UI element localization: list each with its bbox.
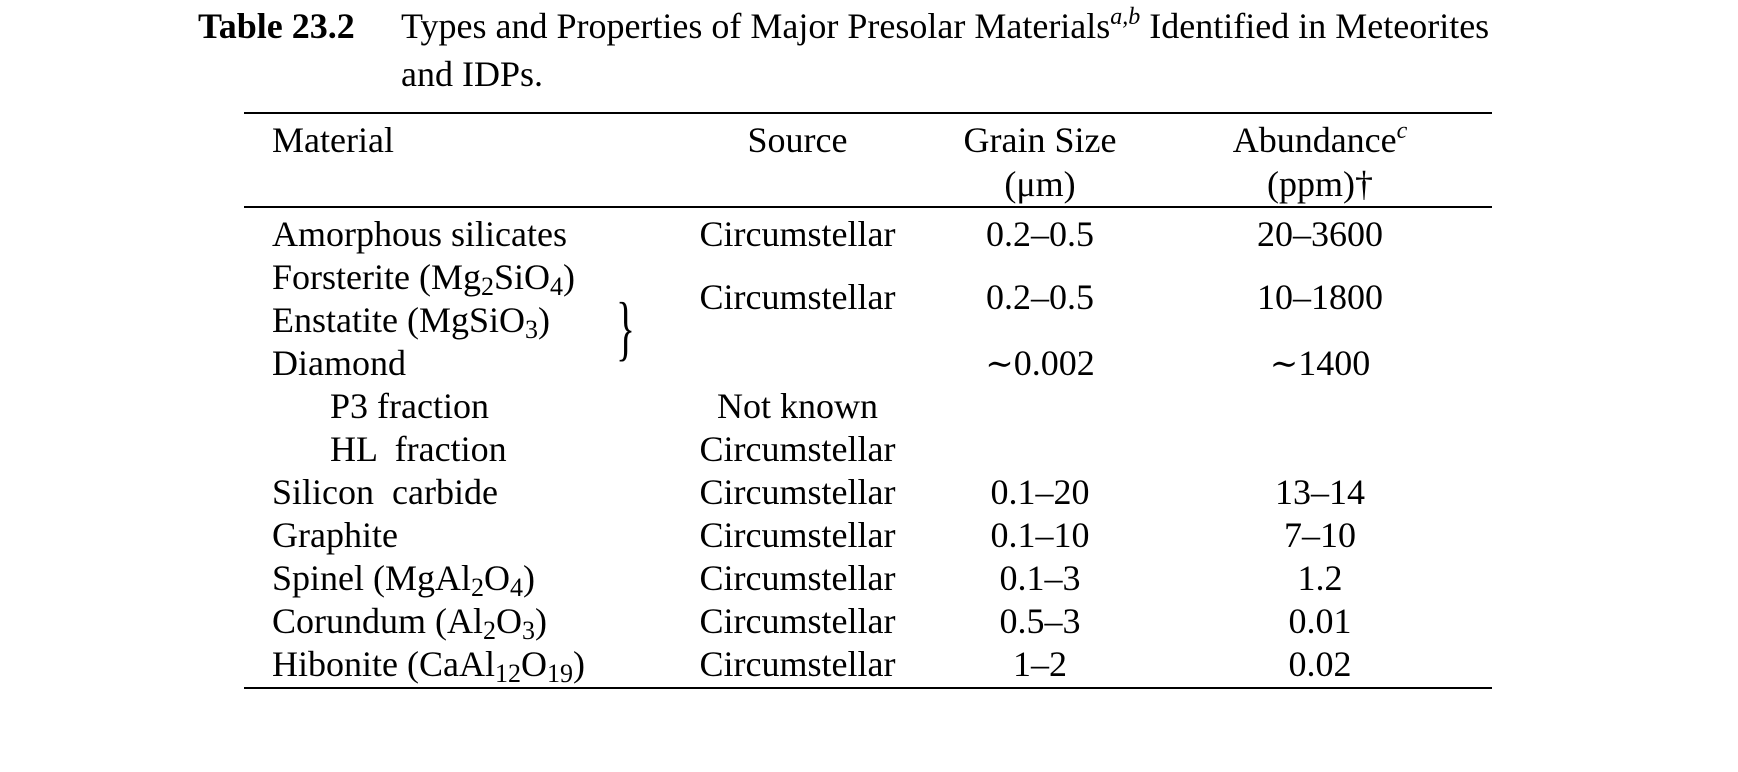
cell-material: Hibonite (CaAl12O19): [272, 640, 585, 688]
cell-source: Circumstellar: [699, 429, 896, 469]
formula-subscript: 2: [471, 573, 485, 602]
cell-material: Silicon carbide: [272, 472, 498, 512]
cell-abundance: 1.2: [1297, 558, 1343, 598]
cell-source: Circumstellar: [699, 277, 896, 317]
cell-source: Circumstellar: [699, 515, 896, 555]
cell-material: Corundum (Al2O3): [272, 597, 547, 645]
cell-abundance: 0.01: [1288, 601, 1352, 641]
formula-text: Corundum (Al: [272, 601, 483, 641]
header-abundance-text: Abundance: [1232, 120, 1397, 160]
formula-text: Forsterite (Mg: [272, 257, 481, 297]
cell-material-forsterite: Forsterite (Mg2SiO4): [272, 253, 575, 301]
header-material: Material: [272, 120, 394, 160]
formula-subscript: 4: [510, 573, 524, 602]
formula-text: ): [563, 257, 575, 297]
cell-abundance: 13–14: [1275, 472, 1365, 512]
formula-text: Enstatite (MgSiO: [272, 300, 525, 340]
header-grain-size-unit: (μm): [1004, 164, 1076, 204]
formula-subscript: 19: [546, 659, 573, 688]
cell-grain-size: 1–2: [1013, 644, 1067, 684]
cell-grain-size: 0.2–0.5: [986, 277, 1094, 317]
formula-text: O: [520, 644, 547, 684]
title-text: Types and Properties of Major Presolar M…: [401, 6, 1111, 46]
header-grain-size: Grain Size: [963, 120, 1117, 160]
header-abundance: Abundancec: [1185, 116, 1455, 164]
cell-source: Circumstellar: [699, 644, 896, 684]
cell-value: 1400: [1298, 343, 1371, 383]
header-source: Source: [747, 120, 848, 160]
formula-text: SiO: [493, 257, 550, 297]
cell-material: Spinel (MgAl2O4): [272, 554, 535, 602]
formula-subscript: 3: [522, 616, 535, 645]
formula-text: O: [484, 558, 511, 598]
formula-subscript: 2: [483, 616, 496, 645]
cell-material: Diamond: [272, 343, 406, 383]
cell-source: Circumstellar: [699, 472, 896, 512]
cell-material: Graphite: [272, 515, 398, 555]
formula-text: Hibonite (CaAl: [272, 644, 495, 684]
cell-abundance: 7–10: [1284, 515, 1356, 555]
cell-material: HL fraction: [330, 429, 507, 469]
cell-abundance: 0.02: [1288, 644, 1352, 684]
abundance-footnote-marker: c: [1396, 118, 1408, 144]
cell-material: Amorphous silicates: [272, 214, 567, 254]
approx-symbol: ∼: [1269, 346, 1299, 383]
cell-abundance: ∼1400: [1185, 339, 1455, 389]
grouping-brace: }: [616, 288, 636, 368]
title-footnote-marker: a,b: [1110, 4, 1141, 30]
cell-grain-size: ∼0.002: [930, 339, 1150, 389]
formula-subscript: 2: [480, 272, 494, 301]
cell-material-enstatite: Enstatite (MgSiO3): [272, 296, 550, 344]
cell-source: Not known: [717, 386, 878, 426]
cell-grain-size: 0.1–20: [990, 472, 1090, 512]
formula-text: ): [523, 558, 536, 598]
cell-abundance: 20–3600: [1257, 214, 1383, 254]
cell-source: Circumstellar: [699, 601, 896, 641]
title-text-tail: Identified in Meteorites and IDPs.: [401, 6, 1490, 94]
formula-subscript: 3: [524, 315, 538, 344]
cell-source: Circumstellar: [699, 214, 896, 254]
cell-source: Circumstellar: [699, 558, 896, 598]
formula-text: ): [537, 300, 550, 340]
cell-grain-size: 0.5–3: [999, 601, 1081, 641]
cell-grain-size: 0.2–0.5: [986, 214, 1094, 254]
cell-grain-size: 0.1–10: [990, 515, 1090, 555]
table-title: Types and Properties of Major Presolar M…: [401, 2, 1501, 98]
bottom-rule: [244, 687, 1492, 689]
formula-text: Spinel (MgAl: [272, 558, 472, 598]
cell-material: P3 fraction: [330, 386, 489, 426]
formula-text: ): [535, 601, 547, 641]
formula-subscript: 4: [550, 272, 563, 301]
cell-value: 0.002: [1013, 343, 1095, 383]
table-label: Table 23.2: [198, 6, 355, 46]
approx-symbol: ∼: [985, 346, 1014, 383]
top-rule: [244, 112, 1492, 114]
header-abundance-unit: (ppm)†: [1267, 164, 1373, 204]
formula-text: ): [572, 644, 585, 684]
header-rule: [244, 206, 1492, 208]
cell-grain-size: 0.1–3: [999, 558, 1081, 598]
cell-abundance: 10–1800: [1257, 277, 1383, 317]
formula-subscript: 12: [494, 659, 521, 688]
formula-text: O: [496, 601, 522, 641]
